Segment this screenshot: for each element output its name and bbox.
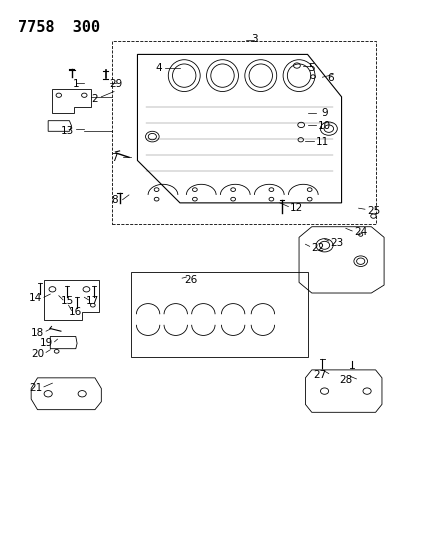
- Text: 13: 13: [61, 126, 74, 136]
- Text: 24: 24: [354, 227, 367, 237]
- Text: 5: 5: [309, 63, 315, 72]
- Text: 27: 27: [314, 370, 327, 380]
- Text: 10: 10: [318, 121, 331, 131]
- Text: 22: 22: [312, 243, 325, 253]
- Text: 19: 19: [39, 338, 53, 349]
- Text: 6: 6: [327, 73, 334, 83]
- Text: 28: 28: [339, 375, 352, 385]
- Text: 25: 25: [367, 206, 380, 216]
- Text: 7: 7: [111, 153, 117, 163]
- Text: 2: 2: [92, 94, 98, 104]
- Text: 20: 20: [31, 349, 44, 359]
- Text: 12: 12: [290, 203, 303, 213]
- Text: 16: 16: [69, 306, 83, 317]
- Text: 1: 1: [72, 78, 79, 88]
- Text: 29: 29: [110, 78, 123, 88]
- Text: 9: 9: [321, 108, 328, 118]
- Text: 3: 3: [251, 34, 258, 44]
- Text: 18: 18: [31, 328, 44, 338]
- Text: 11: 11: [316, 137, 329, 147]
- Text: 8: 8: [111, 195, 117, 205]
- Text: 26: 26: [184, 274, 197, 285]
- Text: 15: 15: [61, 296, 74, 306]
- Text: 14: 14: [29, 293, 42, 303]
- Text: 7758  300: 7758 300: [18, 20, 101, 35]
- Text: 21: 21: [29, 383, 42, 393]
- Text: 4: 4: [155, 63, 162, 72]
- Text: 17: 17: [86, 296, 99, 306]
- Text: 23: 23: [331, 238, 344, 248]
